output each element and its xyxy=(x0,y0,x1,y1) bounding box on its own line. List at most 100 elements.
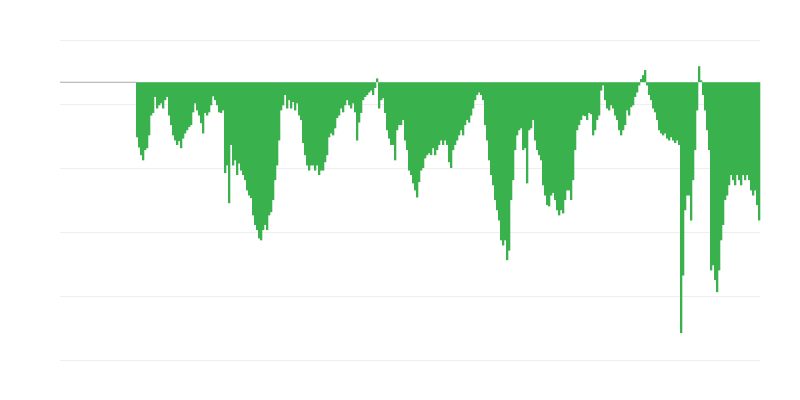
area-bar xyxy=(656,82,659,120)
area-bar xyxy=(336,82,339,119)
area-bar xyxy=(626,82,629,111)
area-bar xyxy=(520,82,523,129)
area-bar xyxy=(608,82,611,111)
area-bar xyxy=(182,82,185,139)
area-bar xyxy=(618,82,621,131)
area-bar xyxy=(722,82,725,225)
area-bar xyxy=(582,82,585,116)
area-bar xyxy=(454,82,457,145)
area-bar xyxy=(272,82,275,200)
area-bar xyxy=(684,82,687,211)
area-bar xyxy=(566,82,569,191)
area-bar xyxy=(604,82,607,101)
area-bar xyxy=(350,82,353,109)
area-bar xyxy=(438,82,441,145)
area-bar xyxy=(630,82,633,108)
area-bar xyxy=(164,82,167,101)
area-bar xyxy=(536,82,539,151)
area-bar xyxy=(466,82,469,120)
area-bar xyxy=(596,82,599,120)
area-bar xyxy=(354,82,357,113)
area-bar xyxy=(746,82,749,176)
area-bar xyxy=(658,82,661,131)
area-bar xyxy=(606,82,609,109)
area-bar xyxy=(452,82,455,151)
area-bar xyxy=(244,82,247,181)
area-bar xyxy=(590,82,593,115)
area-bar xyxy=(364,82,367,97)
area-bar xyxy=(144,82,147,151)
area-bar xyxy=(496,82,499,211)
area-bar xyxy=(660,82,663,134)
area-bar xyxy=(568,82,571,191)
area-bar xyxy=(580,82,583,120)
area-bar xyxy=(480,82,483,96)
area-bar xyxy=(232,82,235,166)
area-bar xyxy=(188,82,191,128)
area-bar xyxy=(218,82,221,113)
area-bar xyxy=(174,82,177,141)
area-bar xyxy=(574,82,577,151)
area-bar xyxy=(560,82,563,211)
area-series xyxy=(136,66,761,334)
area-bar xyxy=(636,82,639,93)
area-bar xyxy=(338,82,341,116)
area-bar xyxy=(280,82,283,111)
area-bar xyxy=(702,82,705,96)
area-bar xyxy=(304,82,307,156)
area-bar xyxy=(628,82,631,116)
area-bar xyxy=(314,82,317,171)
area-bar xyxy=(726,82,729,196)
area-bar xyxy=(672,82,675,141)
area-bar xyxy=(290,82,293,109)
area-bar xyxy=(226,82,229,166)
area-bar xyxy=(594,82,597,131)
area-bar xyxy=(446,82,449,145)
area-bar xyxy=(748,82,751,181)
area-bar xyxy=(154,82,157,97)
area-bar xyxy=(482,82,485,101)
area-bar xyxy=(428,82,431,154)
area-bar xyxy=(464,82,467,126)
area-bar xyxy=(206,82,209,116)
area-bar xyxy=(600,82,603,91)
area-bar xyxy=(410,82,413,176)
area-bar xyxy=(142,82,145,161)
area-bar xyxy=(460,82,463,131)
area-bar xyxy=(758,82,761,221)
area-bar xyxy=(156,82,159,109)
area-bar xyxy=(398,82,401,126)
area-bar xyxy=(246,82,249,191)
area-bar xyxy=(340,82,343,109)
area-bar xyxy=(374,82,377,88)
area-bar xyxy=(474,82,477,101)
area-bar xyxy=(308,82,311,171)
area-bar xyxy=(552,82,555,193)
area-bar xyxy=(544,82,547,196)
area-bar xyxy=(360,82,363,113)
area-bar xyxy=(744,82,747,181)
area-bar xyxy=(556,82,559,211)
area-bar xyxy=(424,82,427,159)
area-bar xyxy=(204,82,207,113)
area-bar xyxy=(386,82,389,131)
area-bar xyxy=(542,82,545,186)
area-bar xyxy=(208,82,211,113)
area-bar xyxy=(370,82,373,91)
area-bar xyxy=(640,79,643,83)
area-bar xyxy=(388,82,391,139)
area-bar xyxy=(492,82,495,186)
area-bar xyxy=(432,82,435,149)
area-bar xyxy=(550,82,553,196)
area-bar xyxy=(696,82,699,111)
area-bar xyxy=(442,82,445,145)
area-bar xyxy=(510,82,513,200)
area-bar xyxy=(654,82,657,113)
area-bar xyxy=(416,82,419,198)
area-bar xyxy=(448,82,451,163)
area-bar xyxy=(330,82,333,134)
area-bar xyxy=(276,82,279,166)
area-bar xyxy=(546,82,549,206)
area-bar xyxy=(538,82,541,156)
